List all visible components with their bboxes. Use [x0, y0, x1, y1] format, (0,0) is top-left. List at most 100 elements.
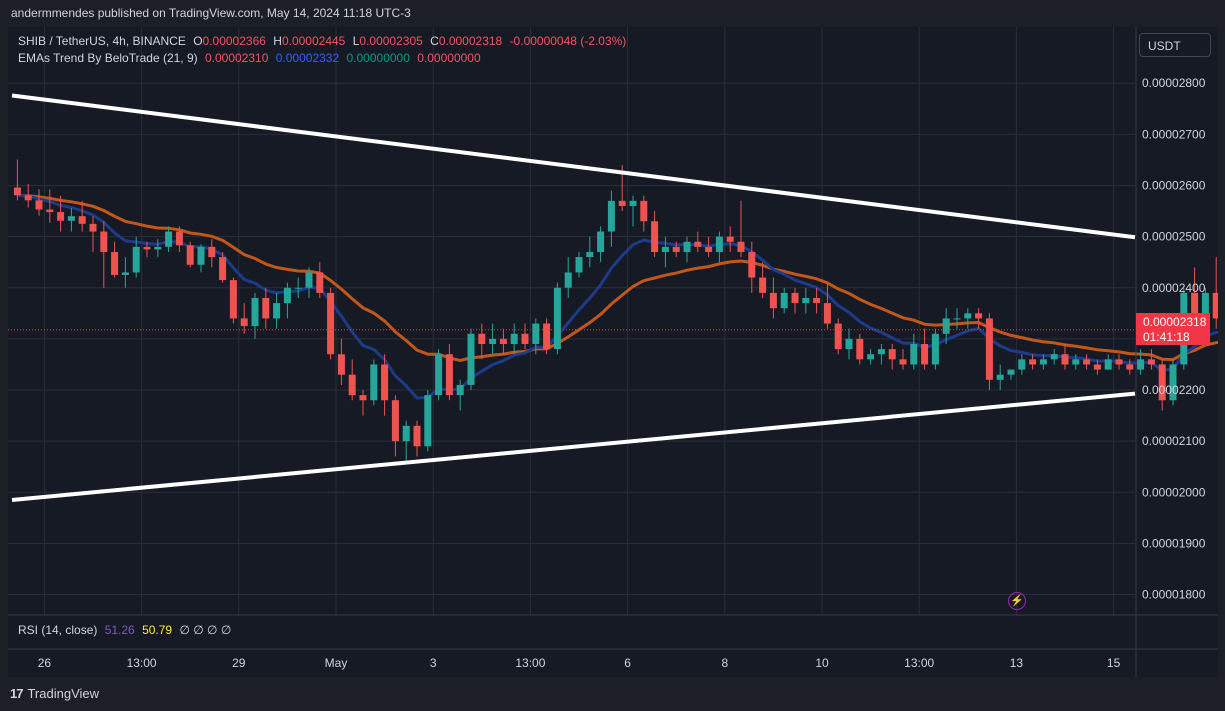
candle-body [640, 200, 648, 222]
candle-body [597, 231, 605, 252]
candle-body [575, 257, 583, 273]
candle-body [402, 425, 410, 442]
candle-body [543, 323, 551, 350]
candle-body [1018, 359, 1026, 370]
candle-body [273, 303, 281, 319]
indicator-value-1: 0.00002310 [204, 51, 269, 65]
candle-body [823, 303, 831, 324]
low-label: L [352, 34, 360, 48]
y-tick-label: 0.00001800 [1142, 588, 1206, 602]
candle-body [391, 400, 399, 442]
candle-body [13, 187, 21, 196]
open-label: O [193, 34, 203, 48]
trendline-upper [11, 93, 1136, 240]
symbol-legend: SHIB / TetherUS, 4h, BINANCE O0.00002366… [18, 34, 630, 48]
indicator-legend[interactable]: EMAs Trend By BeloTrade (21, 9) 0.000023… [18, 51, 485, 65]
candle-body [1083, 359, 1091, 365]
candle-body [111, 251, 119, 275]
candle-body [867, 354, 875, 360]
candle-body [175, 231, 183, 246]
candle-body [208, 246, 216, 258]
candle-body [121, 272, 129, 275]
candle-body [251, 297, 259, 327]
candle-body [877, 349, 885, 355]
indicator-value-2: 0.00002332 [275, 51, 340, 65]
candle-body [748, 251, 756, 278]
candle-layer [13, 159, 1218, 462]
close-label: C [430, 34, 439, 48]
candle-body [899, 359, 907, 365]
countdown-label: 01:41:18 [1143, 330, 1190, 344]
candle-body [856, 338, 864, 360]
tradingview-logo[interactable]: 17 TradingView [10, 686, 99, 701]
candle-body [165, 231, 173, 247]
candle-body [499, 338, 507, 345]
candle-body [813, 297, 821, 304]
rsi-value-1: 51.26 [104, 623, 135, 637]
currency-button[interactable]: USDT [1139, 33, 1211, 57]
tradingview-brand: TradingView [27, 686, 100, 701]
candle-body [975, 313, 983, 319]
candle-body [283, 287, 291, 304]
grid-layer [8, 27, 1135, 615]
candle-body [629, 200, 637, 206]
candle-body [942, 318, 950, 334]
candle-body [1029, 359, 1037, 365]
current-price-label: 0.00002318 [1143, 315, 1207, 329]
candle-body [219, 257, 227, 281]
trendline-lower [11, 391, 1136, 502]
x-tick-label: 3 [430, 656, 437, 670]
candle-body [143, 246, 151, 250]
candle-body [726, 236, 734, 242]
candle-body [1147, 359, 1155, 365]
candle-body [46, 209, 54, 213]
candle-body [1093, 364, 1101, 370]
candle-body [132, 246, 140, 273]
rsi-label[interactable]: RSI (14, close) [18, 623, 98, 637]
candle-body [618, 200, 626, 206]
candle-body [694, 241, 702, 247]
candle-body [780, 292, 788, 309]
candle-body [1212, 292, 1218, 319]
candle-body [1201, 292, 1209, 319]
candle-body [802, 297, 810, 304]
candle-body [316, 272, 324, 293]
candle-body [1104, 359, 1112, 370]
x-tick-label: 6 [624, 656, 631, 670]
candle-body [834, 323, 842, 350]
candle-body [478, 333, 486, 345]
y-tick-label: 0.00002500 [1142, 230, 1206, 244]
candle-body [1039, 359, 1047, 365]
candle-body [607, 200, 615, 232]
rsi-legend[interactable]: RSI (14, close) 51.26 50.79 ∅ ∅ ∅ ∅ [18, 623, 235, 637]
candle-body [586, 251, 594, 258]
candle-body [888, 349, 896, 360]
candle-body [67, 216, 75, 221]
chart-canvas[interactable]: 0.00002800 0.00002700 0.00002600 0.00002500… [8, 27, 1218, 677]
candle-body [1126, 364, 1134, 370]
candle-body [1007, 369, 1015, 375]
candle-body [229, 280, 237, 319]
candle-body [467, 333, 475, 385]
x-tick-label: 10 [815, 656, 829, 670]
lightning-icon[interactable]: ⚡ [1008, 592, 1026, 610]
low-value: 0.00002305 [359, 34, 423, 48]
indicator-value-4: 0.00000000 [417, 51, 481, 65]
candle-body [564, 272, 572, 288]
candle-body [683, 241, 691, 252]
candle-body [953, 318, 961, 320]
x-tick-label: 8 [721, 656, 728, 670]
y-tick-label: 0.00002800 [1142, 76, 1206, 90]
x-tick-label: 29 [232, 656, 246, 670]
candle-body [305, 272, 313, 288]
candle-body [1169, 364, 1177, 401]
candle-body [672, 246, 680, 252]
candle-body [154, 246, 162, 250]
candle-body [759, 277, 767, 293]
indicator-name[interactable]: EMAs Trend By BeloTrade (21, 9) [18, 51, 198, 65]
candle-body [445, 354, 453, 396]
candle-body [1050, 354, 1058, 360]
candle-body [964, 313, 972, 319]
candle-body [186, 245, 194, 265]
high-label: H [273, 34, 282, 48]
